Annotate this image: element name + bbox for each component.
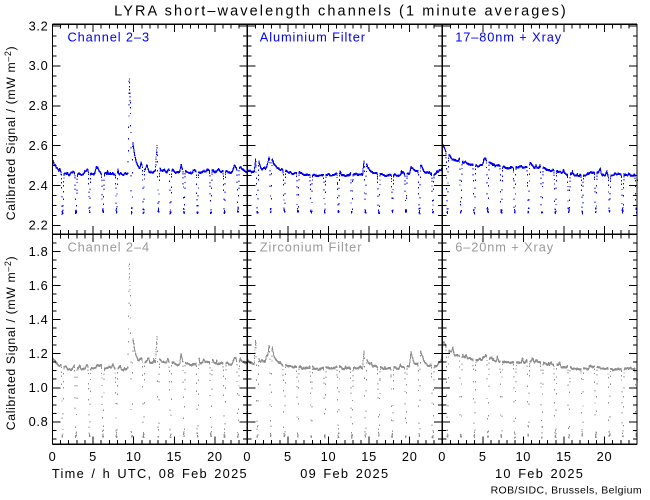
svg-text:15: 15 [556, 449, 572, 464]
svg-text:5: 5 [479, 449, 487, 464]
svg-text:20: 20 [402, 449, 418, 464]
svg-text:10 Feb 2025: 10 Feb 2025 [495, 466, 584, 481]
svg-text:3.0: 3.0 [29, 58, 49, 73]
svg-text:15: 15 [361, 449, 377, 464]
svg-text:09 Feb 2025: 09 Feb 2025 [300, 466, 389, 481]
svg-text:10: 10 [515, 449, 531, 464]
svg-text:5: 5 [284, 449, 292, 464]
svg-text:1.4: 1.4 [29, 312, 49, 327]
svg-text:2.4: 2.4 [29, 178, 49, 193]
svg-text:20: 20 [597, 449, 613, 464]
svg-text:2.6: 2.6 [29, 138, 49, 153]
svg-text:10: 10 [321, 449, 337, 464]
svg-text:20: 20 [207, 449, 223, 464]
svg-text:15: 15 [166, 449, 182, 464]
svg-text:Channel 2–4: Channel 2–4 [68, 240, 150, 255]
svg-text:6–20nm + Xray: 6–20nm + Xray [455, 240, 554, 255]
svg-text:17–80nm + Xray: 17–80nm + Xray [455, 29, 562, 44]
svg-text:2.8: 2.8 [29, 98, 49, 113]
svg-text:0: 0 [243, 449, 251, 464]
svg-text:1.6: 1.6 [29, 278, 49, 293]
svg-text:Zirconium Filter: Zirconium Filter [260, 240, 363, 255]
svg-text:Aluminium Filter: Aluminium Filter [260, 29, 366, 44]
svg-text:5: 5 [89, 449, 97, 464]
svg-text:10: 10 [126, 449, 142, 464]
svg-text:0: 0 [438, 449, 446, 464]
svg-text:LYRA short–wavelength channels: LYRA short–wavelength channels (1 minute… [114, 3, 568, 19]
svg-text:1.8: 1.8 [29, 244, 49, 259]
svg-text:Channel 2–3: Channel 2–3 [68, 29, 150, 44]
svg-text:Calibrated Signal / (mW m–2): Calibrated Signal / (mW m–2) [3, 46, 18, 220]
svg-text:1.0: 1.0 [29, 380, 49, 395]
svg-text:0: 0 [49, 449, 57, 464]
svg-text:1.2: 1.2 [29, 346, 49, 361]
svg-text:0.8: 0.8 [29, 414, 49, 429]
svg-text:Time / h UTC, 08 Feb 2025: Time / h UTC, 08 Feb 2025 [52, 466, 248, 481]
svg-text:3.2: 3.2 [29, 18, 49, 33]
svg-text:2.2: 2.2 [29, 218, 49, 233]
svg-text:Calibrated Signal / (mW m–2): Calibrated Signal / (mW m–2) [3, 256, 18, 430]
svg-text:ROB/SIDC, Brussels, Belgium: ROB/SIDC, Brussels, Belgium [491, 485, 642, 497]
